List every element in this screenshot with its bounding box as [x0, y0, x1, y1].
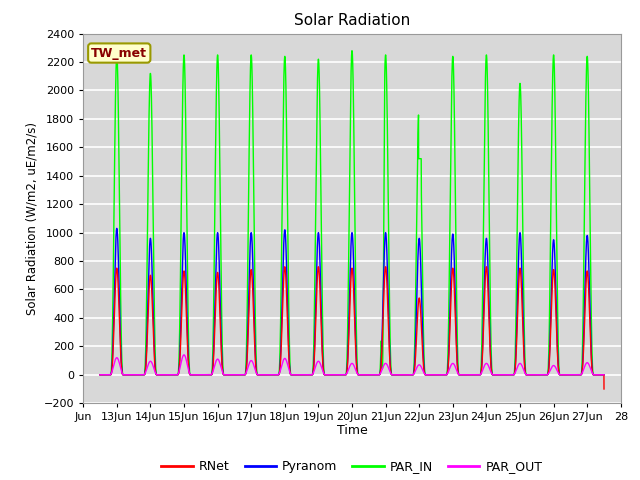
- Y-axis label: Solar Radiation (W/m2, uE/m2/s): Solar Radiation (W/m2, uE/m2/s): [25, 122, 38, 315]
- Text: TW_met: TW_met: [92, 47, 147, 60]
- X-axis label: Time: Time: [337, 424, 367, 437]
- Legend: RNet, Pyranom, PAR_IN, PAR_OUT: RNet, Pyranom, PAR_IN, PAR_OUT: [156, 455, 548, 478]
- Title: Solar Radiation: Solar Radiation: [294, 13, 410, 28]
